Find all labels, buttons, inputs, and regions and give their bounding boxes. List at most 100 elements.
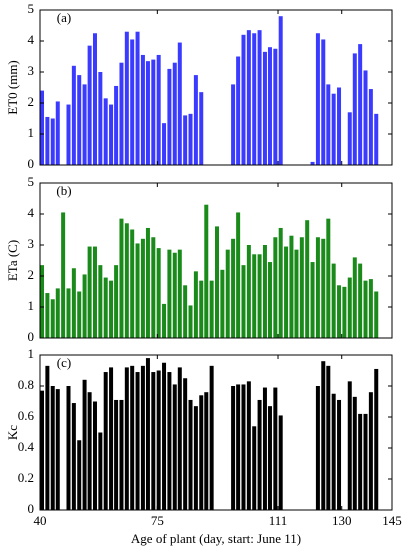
- y-tick-label: 0.6: [18, 408, 35, 423]
- bar: [119, 218, 124, 338]
- bar: [183, 115, 188, 165]
- bar: [124, 367, 129, 510]
- bar: [326, 84, 331, 165]
- bar: [273, 48, 278, 165]
- bar: [231, 238, 236, 338]
- bar: [114, 265, 119, 338]
- y-tick-label: 0: [28, 501, 35, 516]
- y-tick-label: 4: [28, 205, 35, 220]
- bar: [87, 45, 92, 165]
- bar: [241, 384, 246, 510]
- bar: [267, 47, 272, 166]
- bar: [45, 293, 50, 338]
- bar: [358, 44, 363, 165]
- bar: [50, 118, 55, 165]
- bar: [262, 387, 267, 510]
- bar: [310, 161, 315, 165]
- bar: [215, 226, 220, 338]
- bar: [331, 393, 336, 510]
- bar: [92, 401, 97, 510]
- bar: [342, 286, 347, 338]
- bar: [140, 238, 145, 338]
- bar: [347, 277, 352, 338]
- bar: [98, 265, 103, 338]
- bar: [156, 370, 161, 510]
- bar: [167, 249, 172, 338]
- bar: [87, 246, 92, 338]
- bar: [92, 33, 97, 165]
- bar: [82, 379, 87, 510]
- bar: [220, 269, 225, 338]
- bar: [331, 93, 336, 165]
- bar: [262, 245, 267, 338]
- bar: [145, 358, 150, 510]
- bar: [135, 372, 140, 510]
- bar: [199, 92, 204, 165]
- bar: [151, 372, 156, 510]
- bar: [119, 399, 124, 510]
- bar: [368, 392, 373, 510]
- bar: [66, 288, 71, 338]
- bar: [236, 212, 241, 338]
- bar: [299, 237, 304, 338]
- bar: [278, 16, 283, 166]
- y-tick-label: 2: [28, 94, 35, 109]
- bar: [82, 274, 87, 338]
- bar: [167, 372, 172, 510]
- bar: [77, 75, 82, 165]
- bar: [109, 367, 114, 510]
- x-axis-label: Age of plant (day, start: June 11): [131, 531, 301, 546]
- bar: [352, 257, 357, 338]
- bar: [140, 54, 145, 166]
- x-tick-label: 75: [151, 513, 164, 528]
- x-tick-label: 40: [34, 513, 47, 528]
- bar: [40, 265, 45, 338]
- bar: [50, 386, 55, 510]
- bar: [326, 365, 331, 510]
- y-axis-label: ET0 (mm): [5, 60, 20, 115]
- bar: [98, 432, 103, 510]
- panel-label: (c): [57, 355, 71, 370]
- bar: [315, 386, 320, 510]
- bar: [246, 245, 251, 338]
- bar: [262, 51, 267, 165]
- bar: [209, 365, 214, 510]
- y-axis-label: ETa (C): [5, 240, 20, 281]
- y-tick-label: 5: [28, 1, 35, 16]
- bar: [289, 235, 294, 338]
- bar: [363, 70, 368, 165]
- bar: [257, 254, 262, 338]
- bar: [252, 426, 257, 510]
- bar: [331, 263, 336, 338]
- bar: [267, 262, 272, 338]
- bar: [310, 262, 315, 338]
- bar: [188, 113, 193, 165]
- bar: [352, 396, 357, 510]
- bar: [40, 390, 45, 510]
- bar: [172, 384, 177, 510]
- bar: [241, 265, 246, 338]
- y-tick-label: 0.2: [18, 470, 34, 485]
- bar: [156, 248, 161, 338]
- bar: [337, 399, 342, 510]
- bar: [363, 280, 368, 338]
- bar: [177, 42, 182, 165]
- bar: [172, 62, 177, 166]
- bar: [66, 104, 71, 165]
- bar: [374, 113, 379, 165]
- y-tick-label: 3: [28, 236, 35, 251]
- bar: [124, 223, 129, 338]
- y-tick-label: 5: [28, 174, 35, 189]
- bar: [278, 415, 283, 510]
- bar: [363, 413, 368, 510]
- bar: [315, 237, 320, 338]
- bar: [241, 34, 246, 165]
- bar: [114, 399, 119, 510]
- bar: [246, 381, 251, 510]
- bar: [352, 53, 357, 165]
- bar: [71, 268, 76, 338]
- bar: [66, 386, 71, 510]
- y-tick-label: 2: [28, 267, 35, 282]
- bar: [109, 280, 114, 338]
